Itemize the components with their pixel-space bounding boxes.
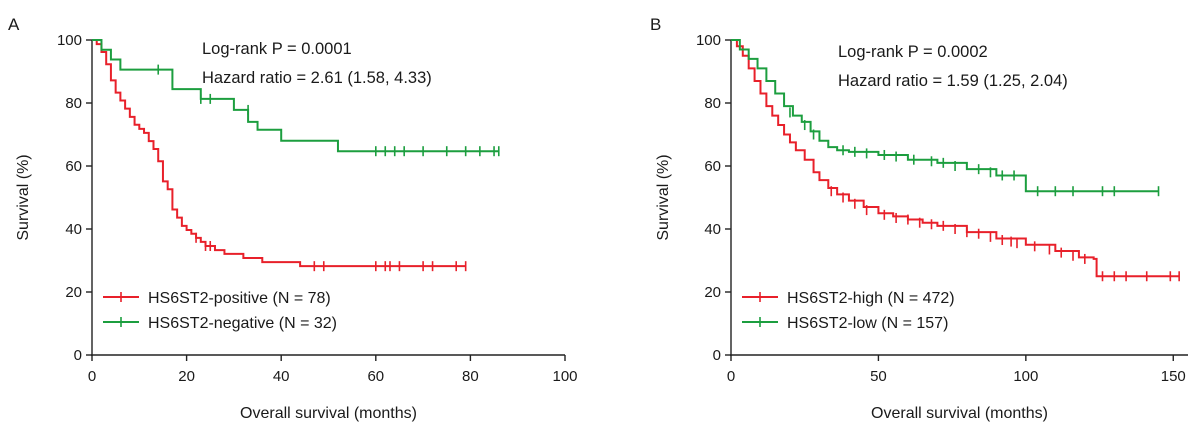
y-tick-label: 100 xyxy=(57,32,82,49)
x-tick-label: 60 xyxy=(367,368,384,385)
annotation-text: Log-rank P = 0.0001 xyxy=(202,40,352,58)
y-tick-label: 80 xyxy=(704,95,721,112)
x-tick-label: 0 xyxy=(88,368,96,385)
legend-label: HS6ST2-high (N = 472) xyxy=(787,290,955,307)
y-tick-label: 80 xyxy=(65,95,82,112)
y-tick-label: 40 xyxy=(704,221,721,238)
panel-label: B xyxy=(650,15,661,34)
legend-label: HS6ST2-negative (N = 32) xyxy=(148,315,337,332)
annotation-text: Hazard ratio = 1.59 (1.25, 2.04) xyxy=(838,72,1068,90)
y-axis-label: Survival (%) xyxy=(15,154,32,240)
x-tick-label: 40 xyxy=(273,368,290,385)
y-tick-label: 100 xyxy=(696,32,721,49)
x-axis-label: Overall survival (months) xyxy=(871,405,1048,422)
series-line xyxy=(731,39,1159,193)
x-tick-label: 80 xyxy=(462,368,479,385)
panel-label: A xyxy=(8,15,20,34)
annotation-text: Hazard ratio = 2.61 (1.58, 4.33) xyxy=(202,69,432,87)
x-tick-label: 100 xyxy=(1013,368,1038,385)
y-axis-label: Survival (%) xyxy=(655,154,672,240)
panel-b: B 0 20 40 60 80 100 0 50 100 150 Overall survival (… xyxy=(650,15,1188,422)
y-tick-label: 20 xyxy=(65,284,82,301)
x-tick-label: 0 xyxy=(727,368,735,385)
series-line xyxy=(731,39,1180,278)
y-tick-label: 40 xyxy=(65,221,82,238)
y-tick-label: 0 xyxy=(713,347,721,364)
x-tick-label: 100 xyxy=(552,368,577,385)
x-axis-label: Overall survival (months) xyxy=(240,405,417,422)
x-tick-label: 150 xyxy=(1161,368,1186,385)
panel-a: A 0 20 40 60 80 100 0 20 40 60 80 100 Overall surviva… xyxy=(8,15,578,422)
y-tick-label: 20 xyxy=(704,284,721,301)
y-tick-label: 0 xyxy=(74,347,82,364)
series-line xyxy=(92,39,466,268)
x-tick-label: 50 xyxy=(870,368,887,385)
legend-label: HS6ST2-positive (N = 78) xyxy=(148,290,331,307)
y-tick-label: 60 xyxy=(65,158,82,175)
x-tick-label: 20 xyxy=(178,368,195,385)
annotation-text: Log-rank P = 0.0002 xyxy=(838,43,988,61)
y-tick-label: 60 xyxy=(704,158,721,175)
legend-label: HS6ST2-low (N = 157) xyxy=(787,315,948,332)
